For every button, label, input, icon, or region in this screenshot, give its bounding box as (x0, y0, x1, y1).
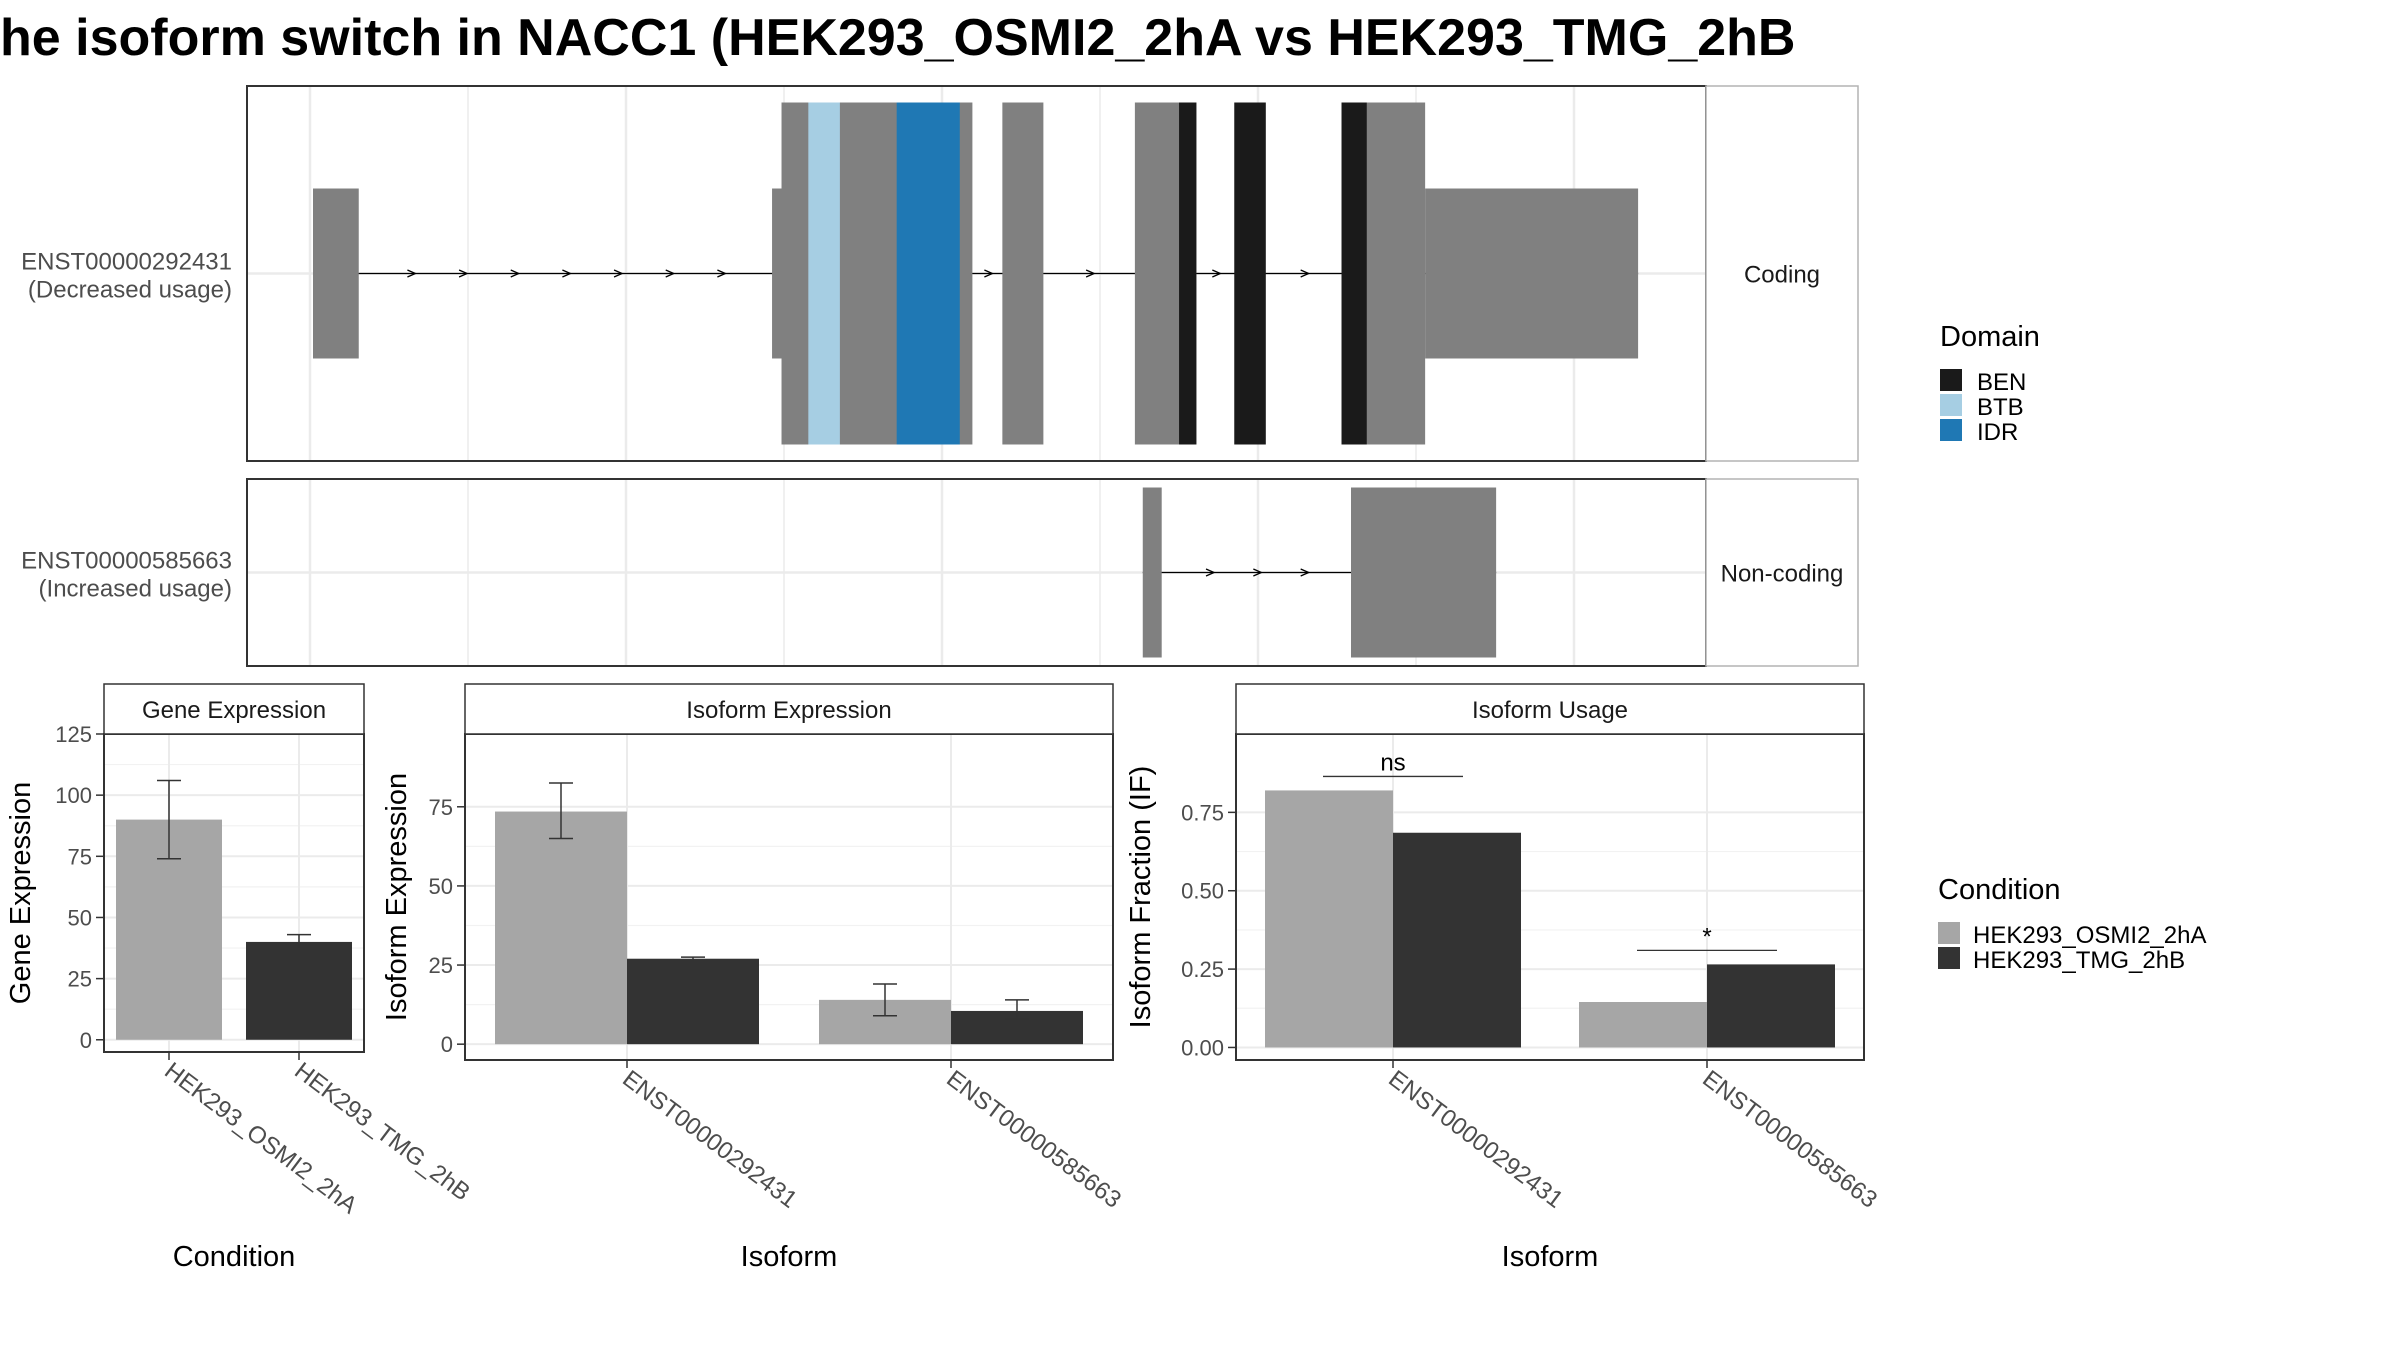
isoform-expression-panel: Isoform Expression 0 25 50 75 ENST00000292431… (381, 683, 1126, 1273)
strand-arrow (1300, 269, 1311, 278)
exon-block (1002, 102, 1044, 445)
y-tick-label: 0.50 (1181, 879, 1224, 904)
strip-label: Coding (1744, 262, 1820, 289)
y-tick-label: 0.00 (1181, 1035, 1224, 1060)
gene-expression-panel: Gene Expression0255075100125HEK293_OSMI2… (5, 683, 475, 1273)
legend-key-osmi2 (1938, 922, 1960, 944)
strand-arrow (984, 269, 995, 278)
y-axis-label: Gene Expression (5, 782, 37, 1004)
legend-label-btb: BTB (1977, 394, 2024, 421)
strand-arrow (613, 269, 624, 278)
legend-key-tmg (1938, 947, 1960, 969)
legend-key-idr (1940, 419, 1962, 441)
transcript-id-label: ENST00000292431 (21, 249, 232, 276)
x-axis-label: Condition (173, 1241, 296, 1273)
legend-label-idr: IDR (1977, 419, 2018, 446)
strip-background (1705, 85, 1859, 462)
strand-arrow (717, 269, 728, 278)
transcript-usage-label: (Increased usage) (39, 576, 232, 603)
bar (1579, 1002, 1707, 1048)
legend-label-osmi2: HEK293_OSMI2_2hA (1973, 922, 2206, 949)
domain-btb (808, 102, 840, 445)
y-tick-label: 0 (441, 1032, 453, 1057)
bar (1707, 964, 1835, 1048)
strand-arrow (510, 269, 521, 278)
exon-block (1142, 487, 1162, 658)
strand-arrow (1212, 269, 1222, 278)
y-tick-label: 100 (55, 783, 92, 808)
strand-arrow (665, 269, 676, 278)
x-tick-label: ENST00000585663 (1697, 1065, 1882, 1213)
transcript-usage-label: (Decreased usage) (28, 277, 232, 304)
strand-arrow (407, 269, 418, 278)
facet-strip (1235, 683, 1865, 735)
x-tick-label: ENST00000585663 (941, 1065, 1126, 1213)
x-axis-label: Isoform (1502, 1241, 1599, 1273)
facet-strip (103, 683, 365, 735)
exon-block (1350, 487, 1497, 658)
domain-ben (1341, 102, 1367, 445)
strand-arrow (1205, 568, 1216, 577)
y-axis-label: Isoform Fraction (IF) (1125, 766, 1157, 1029)
strip-background (1705, 478, 1859, 667)
legend-label-ben: BEN (1977, 369, 2026, 396)
bar (495, 811, 627, 1045)
legend-label-tmg: HEK293_TMG_2hB (1973, 947, 2185, 974)
significance-label: ns (1380, 749, 1405, 776)
bar (246, 941, 352, 1040)
bar (1265, 790, 1393, 1048)
facet-strip (464, 683, 1114, 735)
strand-arrow (562, 269, 573, 278)
x-tick-label: ENST00000292431 (617, 1065, 802, 1213)
strand-arrow (458, 269, 469, 278)
bar (1393, 832, 1521, 1048)
y-tick-label: 50 (429, 874, 453, 899)
y-tick-label: 0.25 (1181, 957, 1224, 982)
x-axis-label: Isoform (741, 1241, 838, 1273)
facet-strip-label: Isoform Usage (1472, 697, 1628, 724)
chart-title: he isoform switch in NACC1 (HEK293_OSMI2… (0, 9, 1795, 67)
significance-label: * (1702, 923, 1711, 950)
strand-arrow (1253, 568, 1263, 577)
facet-strip-label: Isoform Expression (686, 697, 891, 724)
y-tick-label: 75 (429, 795, 453, 820)
domain-legend: Domain BEN BTB IDR (1940, 321, 2040, 446)
y-tick-label: 25 (68, 967, 92, 992)
facet-strip-label: Gene Expression (142, 697, 326, 724)
domain-ben (1234, 102, 1266, 445)
y-axis-label: Isoform Expression (381, 773, 413, 1021)
isoform-usage-panel: ns * Isoform Usage 0.00 0.25 0.50 0.75 ENST0000… (1125, 683, 1882, 1273)
condition-legend: Condition HEK293_OSMI2_2hA HEK293_TMG_2h… (1938, 874, 2206, 974)
exon-block (1425, 188, 1639, 359)
y-tick-label: 75 (68, 844, 92, 869)
transcript-id-label: ENST00000585663 (21, 548, 232, 575)
y-tick-label: 125 (55, 722, 92, 747)
y-tick-label: 50 (68, 905, 92, 930)
domain-ben (1179, 102, 1197, 445)
legend-key-ben (1940, 369, 1962, 391)
strip-label: Non-coding (1721, 561, 1844, 588)
y-tick-label: 25 (429, 953, 453, 978)
gene-structure-plot: Coding ENST00000292431(Decreased usage) No… (21, 85, 1859, 667)
condition-legend-title: Condition (1938, 874, 2061, 906)
exon-block (313, 188, 359, 359)
y-tick-label: 0 (80, 1028, 92, 1053)
bar (627, 958, 759, 1045)
legend-key-btb (1940, 394, 1962, 416)
y-tick-label: 0.75 (1181, 800, 1224, 825)
x-tick-label: ENST00000292431 (1383, 1065, 1568, 1213)
domain-idr (896, 102, 960, 445)
domain-legend-title: Domain (1940, 321, 2040, 353)
strand-arrow (1300, 568, 1311, 577)
strand-arrow (1085, 269, 1096, 278)
